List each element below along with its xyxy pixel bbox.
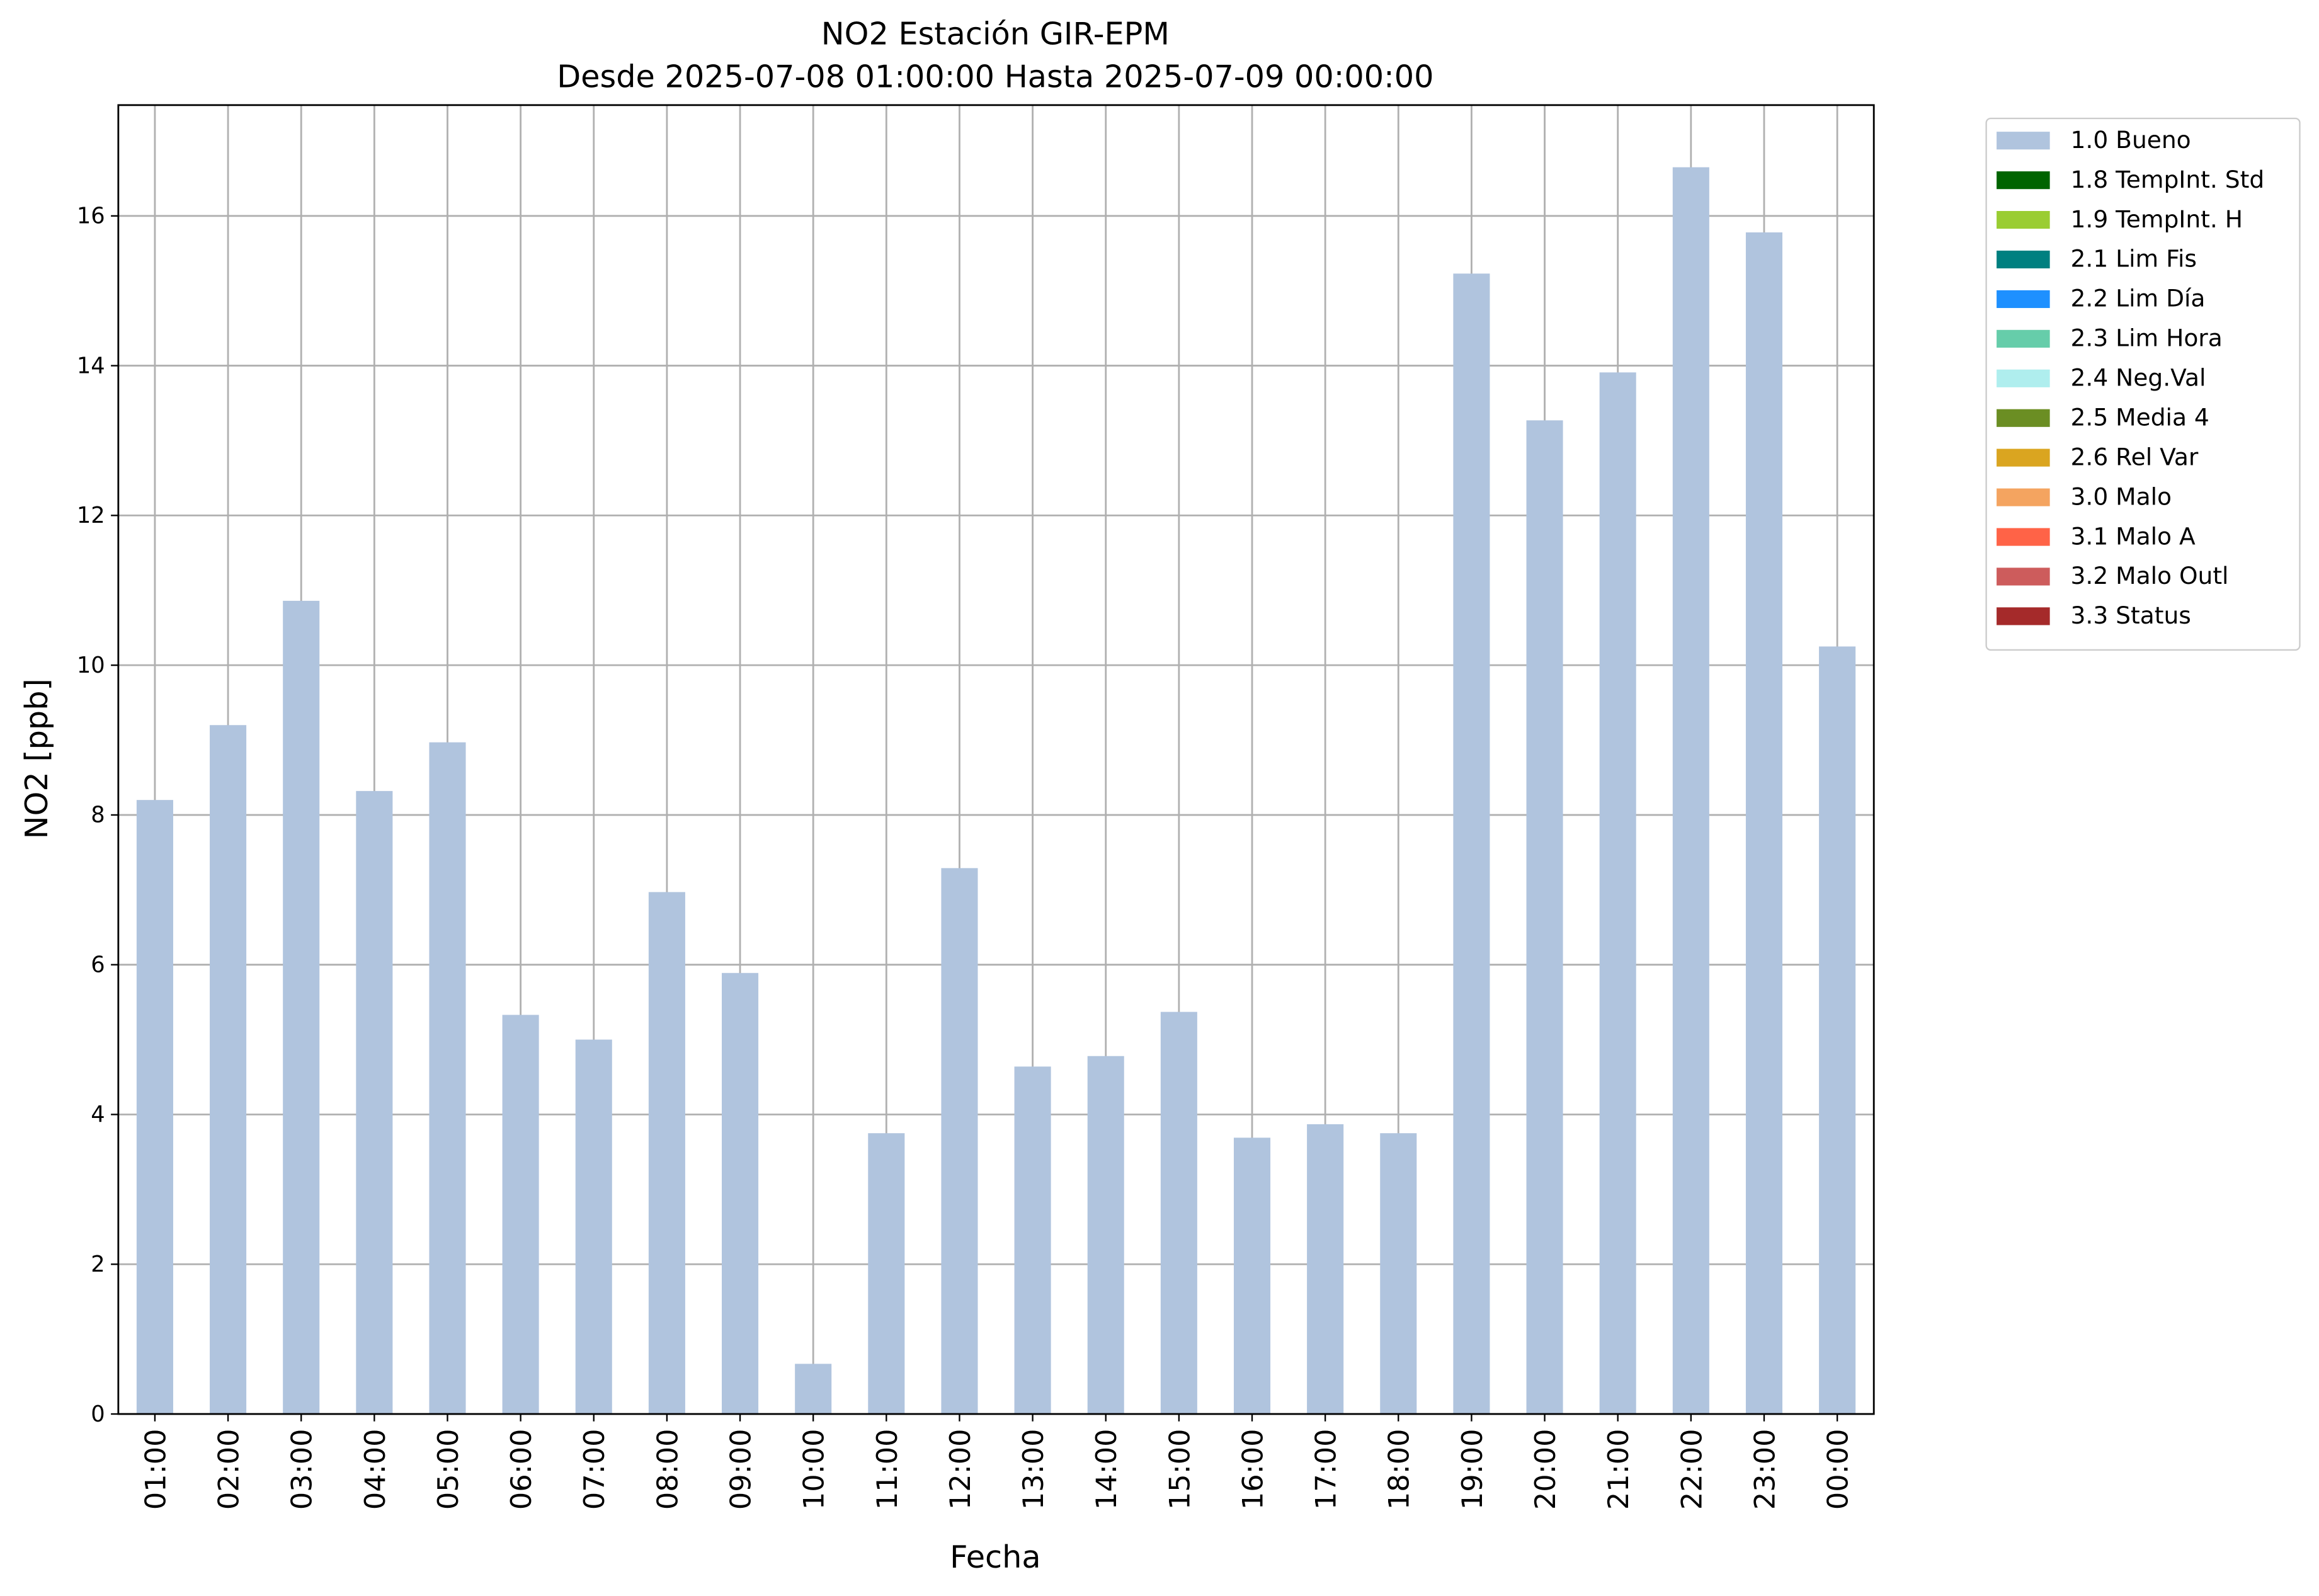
x-tick-label: 22:00 [1675, 1429, 1708, 1510]
bar [429, 742, 466, 1415]
y-tick-label: 10 [77, 653, 105, 678]
x-tick-label: 02:00 [213, 1429, 246, 1510]
bar [1599, 372, 1636, 1415]
legend-label: 2.4 Neg.Val [2071, 364, 2206, 392]
x-tick-label: 01:00 [139, 1429, 172, 1510]
x-tick-label: 05:00 [432, 1429, 465, 1510]
y-tick-label: 14 [77, 353, 105, 379]
legend-swatch [1997, 409, 2050, 427]
legend-swatch [1997, 448, 2050, 467]
legend-label: 1.0 Bueno [2071, 126, 2191, 154]
x-tick-label: 14:00 [1090, 1429, 1123, 1510]
x-tick-label: 08:00 [651, 1429, 684, 1510]
bar [648, 892, 685, 1415]
bar [283, 600, 320, 1415]
bar [722, 972, 759, 1415]
bar [941, 868, 978, 1415]
x-tick-label: 20:00 [1529, 1429, 1562, 1510]
legend-swatch [1997, 132, 2050, 150]
legend-box [1985, 117, 2301, 651]
bar [1014, 1066, 1051, 1415]
plot-frame [117, 104, 1875, 1415]
bar [136, 800, 173, 1415]
x-tick-label: 00:00 [1822, 1429, 1855, 1510]
bar [795, 1364, 832, 1415]
legend-swatch [1997, 567, 2050, 586]
x-tick-label: 19:00 [1456, 1429, 1489, 1510]
bar [1526, 420, 1563, 1415]
legend-label: 2.6 Rel Var [2071, 443, 2199, 470]
x-tick-label: 03:00 [286, 1429, 319, 1510]
legend-label: 3.2 Malo Outl [2071, 562, 2229, 590]
bar [1233, 1137, 1271, 1415]
legend-swatch [1997, 250, 2050, 269]
bar [1453, 273, 1490, 1415]
x-tick-label: 07:00 [578, 1429, 611, 1510]
y-axis-label: NO2 [ppb] [18, 678, 55, 839]
bar [502, 1015, 539, 1415]
bar [1380, 1133, 1417, 1415]
y-tick-label: 0 [91, 1401, 105, 1427]
x-tick-label: 16:00 [1236, 1429, 1269, 1510]
bar [1745, 232, 1783, 1415]
chart-title: NO2 Estación GIR-EPM [821, 16, 1170, 52]
legend-label: 1.9 TempInt. H [2071, 205, 2243, 233]
bar [868, 1133, 905, 1415]
legend-swatch [1997, 290, 2050, 309]
legend-swatch [1997, 210, 2050, 229]
y-tick-label: 4 [91, 1102, 105, 1127]
legend-swatch [1997, 369, 2050, 387]
y-tick-label: 16 [77, 203, 105, 229]
x-tick-label: 23:00 [1748, 1429, 1781, 1510]
legend-label: 2.1 Lim Fis [2071, 245, 2197, 273]
y-tick-label: 12 [77, 503, 105, 528]
legend-label: 2.2 Lim Día [2071, 285, 2206, 312]
legend-swatch [1997, 171, 2050, 190]
x-tick-label: 12:00 [944, 1429, 977, 1510]
bar [1160, 1012, 1197, 1415]
bar [1819, 646, 1856, 1415]
bar [1087, 1056, 1124, 1415]
x-tick-label: 21:00 [1602, 1429, 1635, 1510]
bar [575, 1039, 612, 1415]
bar [1672, 167, 1709, 1415]
bar [356, 790, 393, 1415]
x-tick-label: 17:00 [1310, 1429, 1343, 1510]
x-axis-label: Fecha [950, 1539, 1041, 1575]
x-tick-label: 06:00 [505, 1429, 538, 1510]
legend-swatch [1997, 607, 2050, 625]
legend-swatch [1997, 528, 2050, 546]
legend-label: 3.3 Status [2071, 601, 2191, 629]
legend-label: 2.5 Media 4 [2071, 403, 2209, 431]
x-tick-label: 04:00 [359, 1429, 392, 1510]
y-tick-label: 2 [91, 1251, 105, 1277]
bar [210, 725, 247, 1415]
legend-swatch [1997, 329, 2050, 348]
legend-label: 3.0 Malo [2071, 482, 2172, 510]
x-tick-label: 13:00 [1017, 1429, 1050, 1510]
legend-swatch [1997, 488, 2050, 506]
x-tick-label: 18:00 [1383, 1429, 1416, 1510]
x-tick-label: 10:00 [798, 1429, 831, 1510]
x-tick-label: 15:00 [1163, 1429, 1196, 1510]
bar [1307, 1124, 1344, 1415]
y-tick-label: 8 [91, 802, 105, 828]
x-tick-label: 09:00 [724, 1429, 757, 1510]
y-tick-label: 6 [91, 952, 105, 978]
x-tick-label: 11:00 [871, 1429, 904, 1510]
legend-label: 2.3 Lim Hora [2071, 324, 2223, 352]
legend-label: 3.1 Malo A [2071, 522, 2196, 550]
legend-label: 1.8 TempInt. Std [2071, 166, 2265, 193]
chart-subtitle: Desde 2025-07-08 01:00:00 Hasta 2025-07-… [557, 59, 1433, 95]
